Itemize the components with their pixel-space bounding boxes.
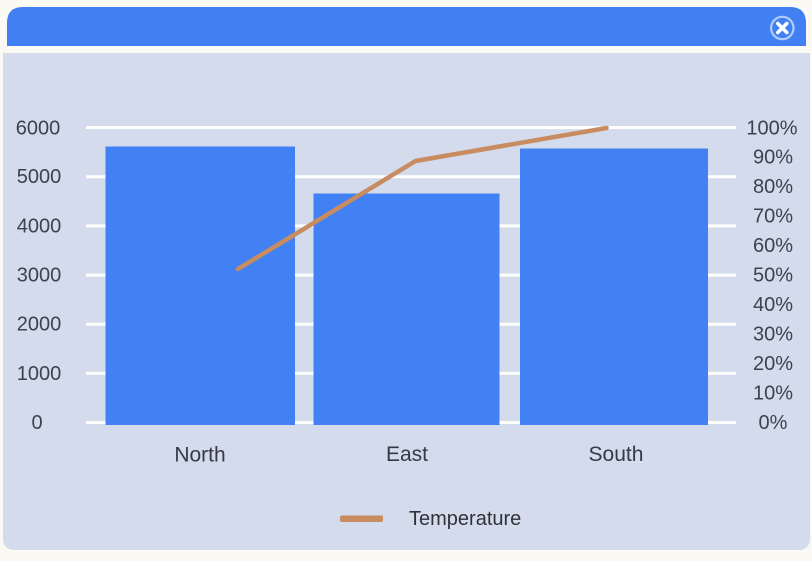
svg-text:50%: 50% — [753, 265, 793, 287]
svg-text:90%: 90% — [753, 147, 793, 169]
svg-text:2000: 2000 — [17, 314, 62, 336]
svg-text:South: South — [589, 443, 644, 466]
svg-text:0: 0 — [31, 412, 42, 434]
svg-text:Temperature: Temperature — [409, 508, 521, 530]
svg-text:1000: 1000 — [17, 363, 62, 385]
svg-text:North: North — [174, 444, 225, 467]
svg-text:5000: 5000 — [17, 166, 62, 188]
svg-text:10%: 10% — [753, 383, 793, 405]
svg-text:3000: 3000 — [17, 265, 62, 287]
svg-text:70%: 70% — [753, 206, 793, 228]
svg-text:4000: 4000 — [17, 215, 62, 237]
svg-text:80%: 80% — [753, 176, 793, 198]
svg-text:0%: 0% — [759, 412, 788, 434]
svg-text:30%: 30% — [753, 324, 793, 346]
svg-text:60%: 60% — [753, 235, 793, 257]
svg-text:100%: 100% — [746, 118, 797, 140]
svg-text:40%: 40% — [753, 294, 793, 316]
svg-text:6000: 6000 — [16, 118, 61, 140]
svg-text:East: East — [386, 443, 428, 466]
svg-text:20%: 20% — [753, 353, 793, 375]
